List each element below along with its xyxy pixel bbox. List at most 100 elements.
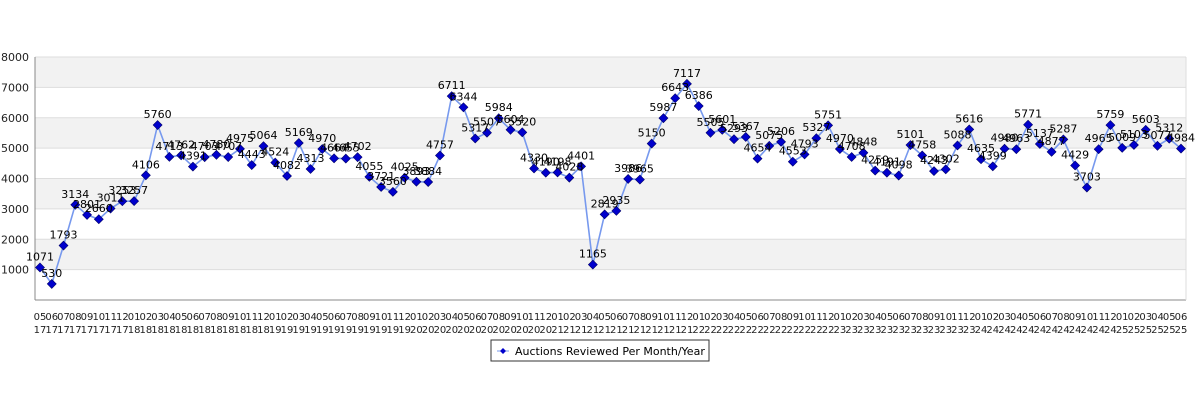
x-tick-month-label: 06 — [328, 312, 341, 323]
x-tick-month-label: 05 — [1022, 312, 1035, 323]
data-point-marker — [599, 209, 610, 220]
y-tick-label: 8000 — [1, 51, 29, 64]
data-point-marker — [423, 177, 434, 187]
x-tick-year-label: 21 — [681, 325, 694, 336]
data-label: 3721 — [367, 170, 395, 183]
x-tick-year-label: 20 — [528, 325, 541, 336]
data-label: 4654 — [744, 142, 772, 155]
x-tick-month-label: 09 — [222, 312, 235, 323]
x-tick-year-label: 20 — [469, 325, 482, 336]
x-tick-month-label: 04 — [1151, 312, 1164, 323]
data-point-marker — [1140, 124, 1151, 135]
y-tick-label: 5000 — [1, 142, 29, 155]
x-tick-year-label: 20 — [516, 325, 529, 336]
x-tick-month-label: 02 — [986, 312, 999, 323]
data-label: 5206 — [767, 125, 795, 138]
x-tick-year-label: 24 — [1104, 325, 1117, 336]
x-tick-year-label: 18 — [151, 325, 164, 336]
data-label: 4762 — [167, 138, 195, 151]
x-tick-month-label: 06 — [892, 312, 905, 323]
x-tick-year-label: 25 — [1163, 325, 1176, 336]
data-point-marker — [305, 164, 316, 174]
data-label: 4980 — [991, 132, 1019, 145]
data-point-marker — [493, 113, 504, 124]
x-tick-month-label: 05 — [175, 312, 188, 323]
data-label: 2935 — [602, 194, 630, 207]
data-point-marker — [623, 174, 634, 184]
x-tick-month-label: 10 — [375, 312, 388, 323]
data-point-marker — [693, 101, 704, 111]
x-tick-year-label: 21 — [657, 325, 670, 336]
data-label: 5150 — [638, 127, 666, 140]
data-point-marker — [987, 161, 998, 172]
data-label: 4198 — [544, 155, 572, 168]
data-point-marker — [799, 149, 810, 160]
data-point-marker — [270, 157, 281, 168]
data-point-marker — [858, 147, 869, 158]
x-tick-year-label: 19 — [292, 325, 305, 336]
data-point-marker — [187, 161, 198, 172]
data-point-marker — [376, 182, 387, 192]
x-tick-month-label: 08 — [210, 312, 223, 323]
x-tick-year-label: 18 — [257, 325, 270, 336]
data-point-marker — [235, 143, 245, 154]
data-label: 4025 — [391, 161, 419, 174]
data-label: 3965 — [626, 163, 654, 176]
x-tick-month-label: 03 — [857, 312, 870, 323]
data-label: 6643 — [661, 81, 689, 94]
data-point-marker — [140, 170, 151, 181]
x-tick-month-label: 09 — [504, 312, 517, 323]
x-tick-year-label: 21 — [669, 325, 682, 336]
x-tick-year-label: 24 — [1033, 325, 1046, 336]
data-label: 4963 — [1002, 132, 1030, 145]
x-tick-year-label: 17 — [92, 325, 105, 336]
data-label: 5520 — [508, 115, 536, 128]
x-tick-year-label: 22 — [739, 325, 752, 336]
data-label: 4970 — [308, 132, 336, 145]
x-tick-month-label: 09 — [786, 312, 799, 323]
data-point-marker — [776, 136, 786, 147]
x-tick-month-label: 08 — [775, 312, 788, 323]
x-tick-month-label: 03 — [151, 312, 164, 323]
x-tick-month-label: 05 — [34, 312, 47, 323]
x-tick-year-label: 19 — [269, 325, 282, 336]
data-label: 4302 — [932, 152, 960, 165]
x-tick-year-label: 17 — [104, 325, 117, 336]
x-tick-month-label: 03 — [716, 312, 729, 323]
x-tick-year-label: 19 — [375, 325, 388, 336]
x-tick-year-label: 23 — [834, 325, 847, 336]
x-tick-month-label: 08 — [1057, 312, 1070, 323]
x-tick-year-label: 18 — [245, 325, 258, 336]
x-tick-month-label: 09 — [81, 312, 94, 323]
x-tick-month-label: 06 — [751, 312, 764, 323]
x-tick-month-label: 09 — [645, 312, 658, 323]
data-label: 4243 — [920, 154, 948, 167]
data-point-marker — [1117, 142, 1128, 153]
x-tick-month-label: 10 — [234, 312, 247, 323]
x-tick-month-label: 04 — [1010, 312, 1023, 323]
data-point-marker — [729, 134, 739, 145]
x-tick-year-label: 19 — [316, 325, 329, 336]
x-tick-month-label: 11 — [1092, 312, 1105, 323]
data-label: 5367 — [732, 120, 760, 133]
x-tick-year-label: 20 — [422, 325, 435, 336]
x-tick-month-label: 10 — [939, 312, 952, 323]
x-tick-month-label: 11 — [669, 312, 682, 323]
data-label: 5505 — [696, 116, 724, 129]
x-tick-month-label: 10 — [92, 312, 105, 323]
data-point-marker — [811, 133, 822, 144]
x-axis-tick-labels: 05 17 06 17 07 17 08 17 09 17 10 17 11 17 12 17 01 18 02 18… — [34, 312, 1188, 336]
x-tick-year-label: 18 — [222, 325, 235, 336]
x-tick-month-label: 07 — [1045, 312, 1058, 323]
data-label: 6711 — [438, 79, 466, 92]
x-tick-month-label: 11 — [810, 312, 823, 323]
data-label: 3893 — [402, 165, 430, 178]
data-point-marker — [1011, 144, 1022, 155]
x-tick-year-label: 22 — [786, 325, 799, 336]
data-label: 4190 — [532, 156, 560, 169]
data-label: 4028 — [555, 161, 583, 174]
x-tick-year-label: 18 — [163, 325, 176, 336]
data-point-marker — [905, 140, 916, 150]
y-tick-label: 6000 — [1, 112, 29, 125]
data-point-marker — [470, 133, 481, 144]
